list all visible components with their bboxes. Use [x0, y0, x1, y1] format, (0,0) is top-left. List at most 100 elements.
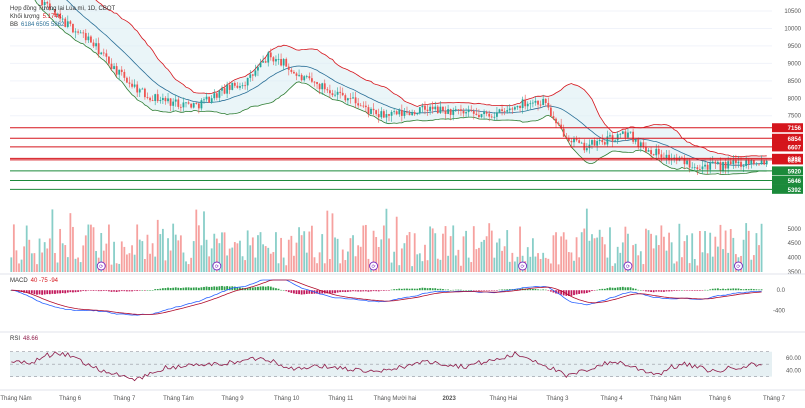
candle	[354, 91, 357, 108]
candle	[624, 129, 627, 141]
candle-body	[231, 82, 234, 90]
candle-body	[598, 139, 601, 142]
macd-histogram-bar	[213, 286, 216, 291]
rsi-axis-label: 40.00	[786, 368, 802, 374]
volume-bar	[334, 237, 336, 272]
volume-bar	[395, 216, 398, 272]
macd-histogram-bar	[652, 290, 655, 293]
volume-bar	[616, 246, 619, 272]
candle	[377, 108, 380, 123]
volume-bar	[300, 235, 303, 272]
candle	[300, 73, 303, 82]
macd-histogram-bar	[665, 290, 668, 292]
macd-histogram-bar	[200, 287, 203, 291]
macd-histogram-bar	[259, 286, 262, 291]
macd-histogram-bar	[218, 286, 221, 291]
macd-histogram-bar	[557, 290, 560, 295]
volume-axis-label: 4500	[788, 241, 802, 247]
macd-histogram-bar	[344, 290, 347, 293]
candle-body	[585, 148, 588, 151]
candle	[457, 109, 460, 115]
macd-line	[11, 279, 762, 316]
volume-bar	[77, 257, 79, 272]
candle	[61, 15, 64, 23]
macd-histogram-bar	[706, 289, 709, 291]
macd-histogram-bar	[442, 289, 444, 291]
volume-bar	[69, 213, 72, 272]
candle-body	[182, 102, 185, 108]
event-marker	[212, 261, 222, 271]
candle-body	[562, 128, 565, 137]
candle-body	[390, 111, 393, 116]
candle-body	[632, 131, 635, 142]
candle-body	[650, 150, 652, 155]
volume-bar	[547, 258, 550, 272]
macd-histogram-bar	[277, 288, 280, 291]
candle	[133, 79, 136, 89]
macd-histogram-bar	[413, 288, 416, 291]
macd-histogram-bar	[549, 290, 552, 292]
candle-body	[257, 67, 259, 71]
macd-histogram-bar	[120, 290, 123, 292]
candle-body	[431, 106, 434, 110]
macd-histogram-bar	[503, 289, 506, 291]
candle-body	[298, 74, 300, 76]
candle	[156, 89, 159, 103]
candle-body	[701, 166, 704, 170]
candle-body	[549, 107, 552, 117]
volume-bar	[436, 258, 439, 272]
candle-body	[765, 160, 768, 165]
candle-body	[131, 83, 133, 87]
candle-body	[413, 112, 416, 115]
candle	[627, 127, 629, 140]
event-marker-circle	[518, 261, 528, 271]
volume-bar	[693, 259, 696, 272]
candle-body	[537, 100, 539, 105]
candle	[177, 97, 180, 110]
candle-body	[164, 97, 167, 102]
candle	[529, 100, 532, 110]
candle-body	[51, 9, 54, 10]
candle	[403, 108, 406, 119]
candle-body	[763, 160, 766, 165]
candle	[519, 104, 521, 113]
candle-body	[262, 61, 264, 63]
candle-body	[272, 57, 275, 62]
macd-axis-label: 0.0	[777, 288, 786, 294]
candle-body	[149, 97, 151, 101]
macd-histogram-bar	[403, 288, 406, 291]
macd-histogram-bar	[411, 288, 414, 291]
macd-histogram-bar	[151, 290, 154, 291]
candle	[187, 100, 190, 105]
candle-body	[269, 52, 272, 58]
candle-body	[747, 160, 750, 164]
macd-histogram-bar	[113, 290, 115, 292]
volume-bar	[565, 239, 568, 272]
volume-bar	[344, 260, 347, 272]
macd-histogram-bar	[272, 287, 275, 291]
volume-bar	[483, 239, 485, 272]
macd-histogram-bar	[349, 290, 352, 292]
macd-histogram-bar	[182, 287, 185, 291]
candle	[714, 159, 717, 170]
macd-legend: MACD 40 -75 -94	[10, 277, 58, 285]
macd-histogram-bar	[485, 290, 488, 291]
candle	[179, 104, 182, 112]
candle	[598, 138, 601, 145]
macd-signal-line	[11, 279, 762, 315]
candle	[616, 131, 619, 145]
macd-histogram-bar	[149, 290, 151, 291]
candle	[614, 138, 617, 143]
candle	[174, 94, 177, 107]
volume-bar	[87, 224, 90, 272]
candle	[388, 113, 390, 122]
volume-bar	[614, 263, 617, 272]
volume-bar	[102, 250, 105, 272]
candle-body	[496, 112, 498, 117]
macd-histogram-bar	[262, 286, 264, 291]
volume-bar	[326, 210, 329, 272]
volume-bar	[226, 255, 229, 272]
candle-body	[655, 148, 658, 156]
candle-body	[436, 106, 439, 114]
